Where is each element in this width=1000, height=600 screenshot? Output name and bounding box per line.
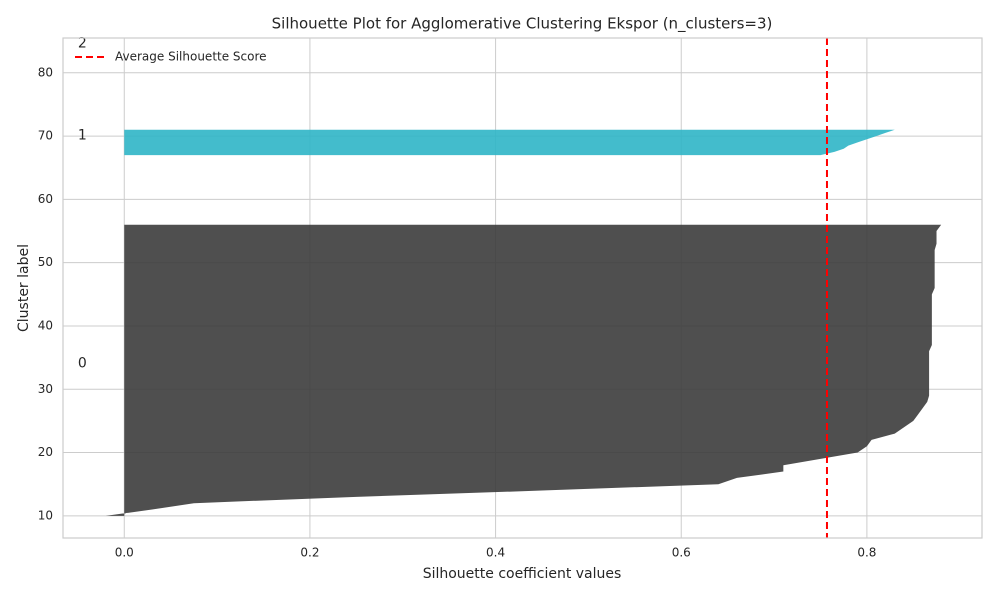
y-tick-label: 30 — [38, 382, 53, 396]
plot-frame — [62, 37, 983, 539]
cluster-label: 2 — [78, 36, 87, 52]
y-tick-label: 70 — [38, 129, 53, 143]
x-axis-label: Silhouette coefficient values — [423, 566, 622, 582]
x-tick-label: 0.0 — [115, 546, 134, 560]
cluster-area — [105, 224, 942, 516]
y-tick-label: 80 — [38, 65, 53, 79]
x-tick-label: 0.8 — [857, 546, 876, 560]
cluster-label: 1 — [78, 127, 87, 143]
y-tick-label: 50 — [38, 255, 53, 269]
legend-label: Average Silhouette Score — [115, 50, 267, 64]
y-tick-label: 60 — [38, 192, 53, 206]
y-tick-label: 40 — [38, 318, 53, 332]
cluster-label: 0 — [78, 355, 87, 371]
y-tick-label: 10 — [38, 508, 53, 522]
cluster-area — [124, 129, 895, 156]
y-tick-label: 20 — [38, 445, 53, 459]
x-tick-label: 0.4 — [486, 546, 505, 560]
y-axis-label: Cluster label — [16, 244, 32, 332]
x-tick-label: 0.6 — [672, 546, 691, 560]
x-tick-label: 0.2 — [300, 546, 319, 560]
chart-title: Silhouette Plot for Agglomerative Cluste… — [272, 15, 773, 34]
